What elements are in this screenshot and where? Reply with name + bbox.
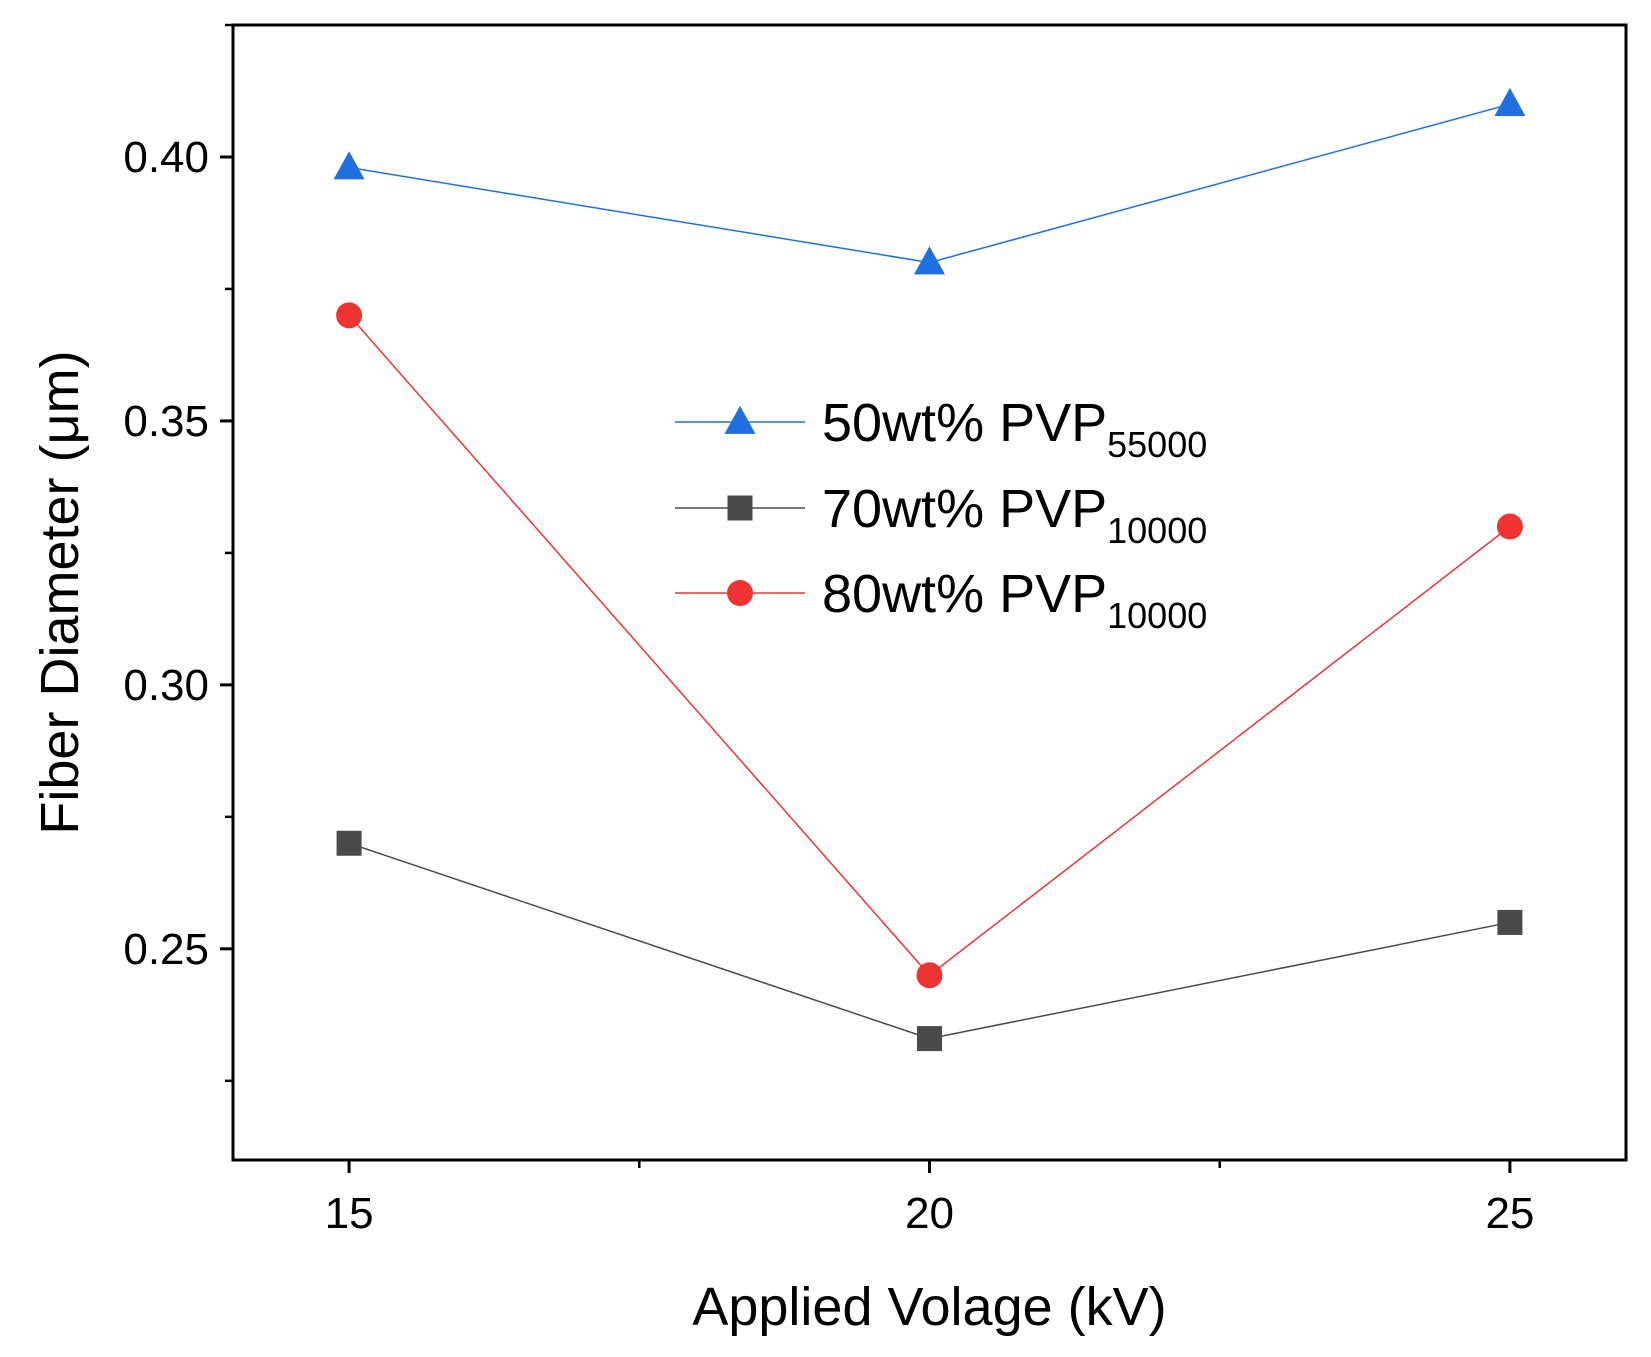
series-layer: [333, 87, 1526, 1052]
x-tick-label: 25: [1485, 1189, 1534, 1238]
legend-marker: [724, 405, 756, 434]
x-axis-title: Applied Volage (kV): [692, 1277, 1166, 1337]
legend-label-main: 70wt% PVP: [822, 479, 1107, 539]
legend-label: 70wt% PVP10000: [822, 479, 1207, 551]
data-point: [917, 1026, 942, 1052]
x-axis: 15 20 25: [325, 1160, 1534, 1238]
legend-label: 50wt% PVP55000: [822, 393, 1207, 465]
legend-entry: 70wt% PVP10000: [675, 479, 1207, 551]
data-point: [336, 302, 363, 329]
y-axis: 0.25 0.30 0.35 0.40: [123, 23, 233, 1083]
legend-label-subscript: 55000: [1107, 424, 1207, 465]
legend-marker: [727, 580, 753, 606]
legend-entry: 50wt% PVP55000: [675, 393, 1207, 465]
data-point: [916, 962, 943, 989]
legend-entry: 80wt% PVP10000: [675, 564, 1207, 636]
legend-label-main: 80wt% PVP: [822, 564, 1107, 624]
data-point: [1494, 87, 1526, 116]
series-0: [333, 87, 1526, 275]
legend-label-main: 50wt% PVP: [822, 393, 1107, 453]
series-line: [348, 103, 1511, 264]
data-point: [1496, 513, 1523, 540]
series-line: [348, 842, 1511, 1040]
data-point: [914, 246, 945, 275]
series-1: [336, 830, 1523, 1052]
legend-label-subscript: 10000: [1107, 510, 1207, 551]
legend-label: 80wt% PVP10000: [822, 564, 1207, 636]
data-point: [333, 151, 365, 180]
y-axis-title: Fiber Diameter (μm): [30, 350, 90, 834]
legend-marker: [727, 495, 753, 521]
y-tick-label: 0.40: [123, 133, 209, 182]
series-2: [336, 302, 1523, 989]
y-tick-label: 0.30: [123, 661, 209, 710]
x-tick-label: 15: [325, 1189, 374, 1238]
data-point: [336, 830, 362, 856]
y-tick-label: 0.35: [123, 397, 209, 446]
data-point: [1497, 909, 1523, 935]
legend-label-subscript: 10000: [1107, 595, 1207, 636]
y-tick-label: 0.25: [123, 925, 209, 974]
x-tick-label: 20: [905, 1189, 954, 1238]
